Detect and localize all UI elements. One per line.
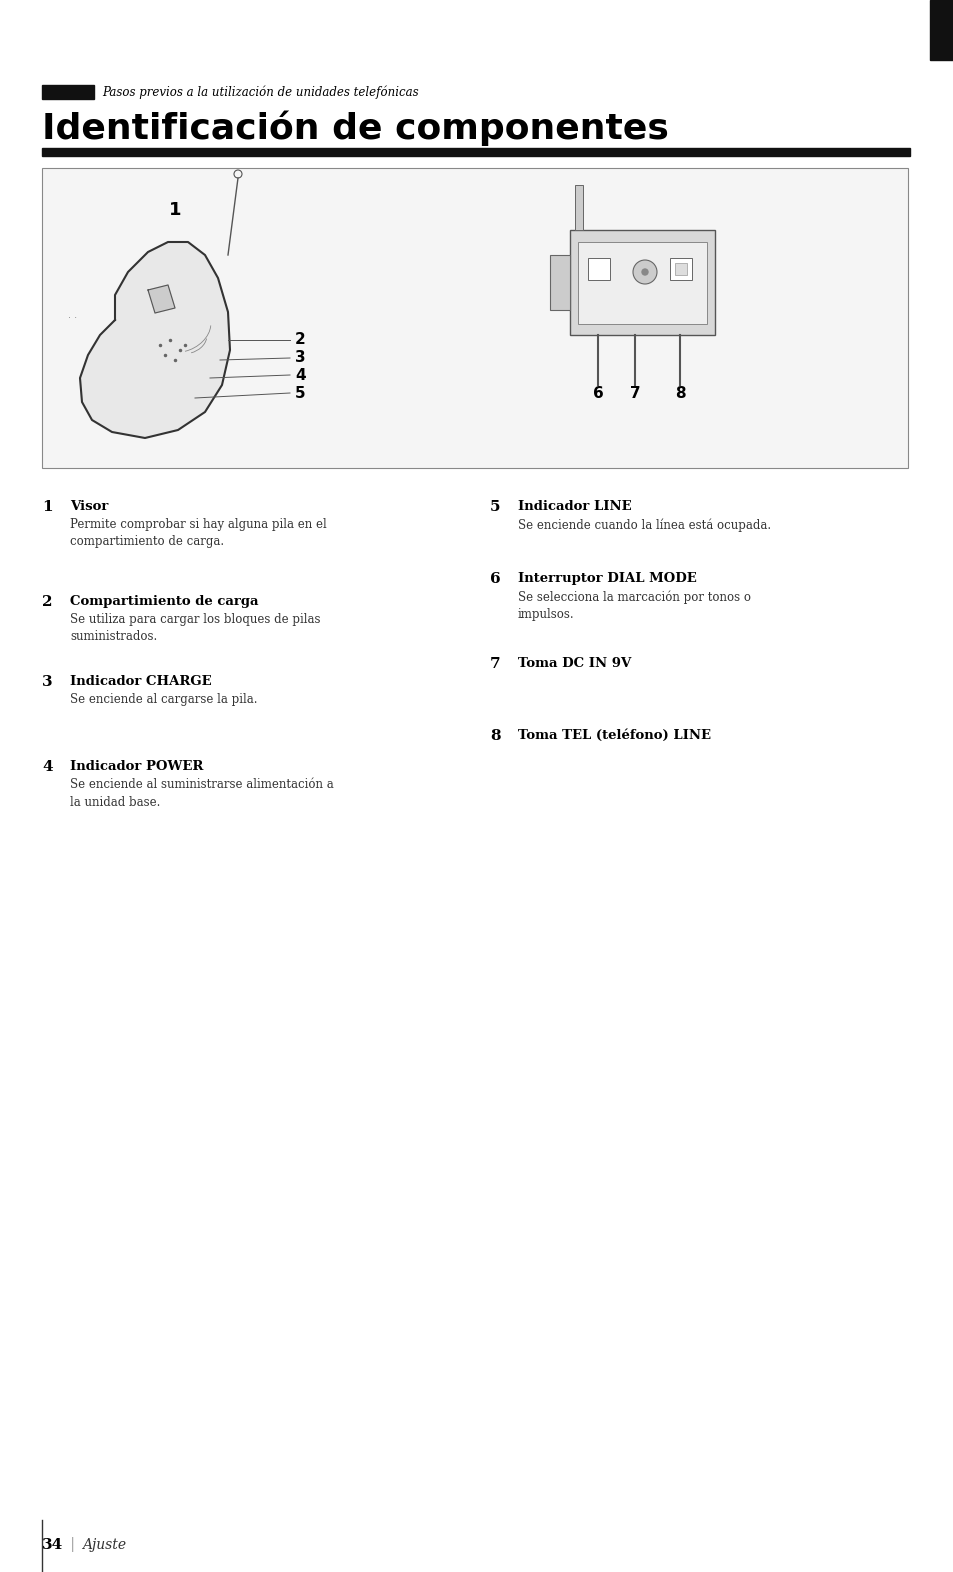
Text: Se enciende al suministrarse alimentación a
la unidad base.: Se enciende al suministrarse alimentació…: [70, 778, 334, 808]
Text: Permite comprobar si hay alguna pila en el
compartimiento de carga.: Permite comprobar si hay alguna pila en …: [70, 519, 327, 549]
Text: |: |: [70, 1537, 75, 1553]
Text: 34: 34: [42, 1537, 63, 1552]
Text: Interruptor DIAL MODE: Interruptor DIAL MODE: [517, 572, 696, 585]
Text: Toma TEL (teléfono) LINE: Toma TEL (teléfono) LINE: [517, 729, 710, 742]
Text: 1: 1: [42, 500, 52, 514]
Text: 4: 4: [42, 759, 52, 773]
Bar: [550, 255, 569, 310]
Bar: [669, 258, 691, 280]
Bar: [929, 0, 953, 60]
Text: 7: 7: [490, 657, 500, 671]
Text: 6: 6: [490, 572, 500, 586]
Text: 8: 8: [490, 729, 500, 744]
Text: Indicador POWER: Indicador POWER: [70, 759, 203, 773]
Text: 3: 3: [42, 674, 52, 689]
Text: Se utiliza para cargar los bloques de pilas
suministrados.: Se utiliza para cargar los bloques de pi…: [70, 613, 320, 643]
Text: Pasos previos a la utilización de unidades telefónicas: Pasos previos a la utilización de unidad…: [102, 85, 418, 99]
Text: · ·: · ·: [68, 313, 77, 322]
Text: 7: 7: [629, 387, 639, 401]
Text: 5: 5: [490, 500, 500, 514]
Text: Se selecciona la marcación por tonos o
impulsos.: Se selecciona la marcación por tonos o i…: [517, 590, 750, 621]
Circle shape: [641, 269, 647, 275]
Bar: [42, 85, 94, 99]
Text: Indicador LINE: Indicador LINE: [517, 500, 631, 512]
Text: 2: 2: [42, 594, 52, 608]
Text: Ajuste: Ajuste: [82, 1537, 126, 1552]
Bar: [42, 168, 907, 468]
Text: Toma DC IN 9V: Toma DC IN 9V: [517, 657, 631, 670]
Text: 4: 4: [294, 368, 305, 382]
Text: Compartimiento de carga: Compartimiento de carga: [70, 594, 258, 608]
Polygon shape: [80, 242, 230, 439]
Text: 5: 5: [294, 385, 305, 401]
Text: Indicador CHARGE: Indicador CHARGE: [70, 674, 212, 689]
Text: Visor: Visor: [70, 500, 109, 512]
Text: 8: 8: [674, 387, 684, 401]
Bar: [569, 230, 714, 335]
Bar: [587, 258, 609, 280]
Bar: [575, 185, 582, 230]
Polygon shape: [148, 285, 174, 313]
Bar: [578, 242, 706, 324]
Text: 1: 1: [169, 201, 181, 219]
Bar: [675, 263, 686, 275]
Circle shape: [633, 259, 657, 285]
Text: Se enciende al cargarse la pila.: Se enciende al cargarse la pila.: [70, 693, 257, 706]
Text: 3: 3: [294, 351, 305, 366]
Text: Identificación de componentes: Identificación de componentes: [42, 110, 668, 146]
Text: 2: 2: [294, 333, 305, 347]
Bar: [42, 148, 909, 156]
Text: Se enciende cuando la línea está ocupada.: Se enciende cuando la línea está ocupada…: [517, 519, 770, 531]
Text: 6: 6: [592, 387, 602, 401]
